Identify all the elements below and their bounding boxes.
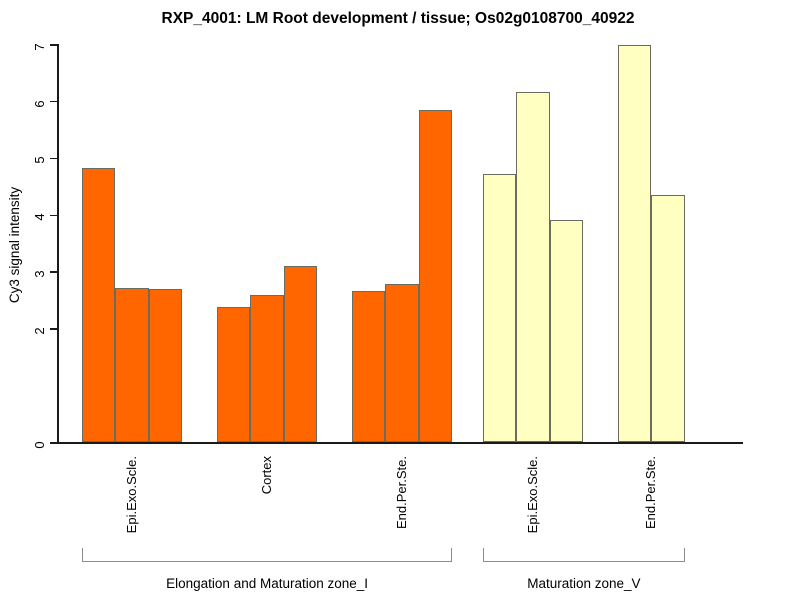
y-tick-label-text: 3 bbox=[32, 270, 47, 278]
zone-bracket bbox=[483, 548, 685, 562]
y-axis-title-text: Cy3 signal intensity bbox=[7, 186, 22, 304]
bar bbox=[549, 220, 584, 442]
y-axis-line bbox=[57, 44, 59, 442]
y-tick-label-text: 0 bbox=[32, 441, 47, 449]
zone-label: Elongation and Maturation zone_I bbox=[166, 576, 369, 591]
y-tick-mark bbox=[50, 44, 57, 46]
x-tissue-label-text: Epi.Exo.Scle. bbox=[524, 456, 540, 534]
y-tick-mark bbox=[50, 214, 57, 217]
y-tick-label-text: 5 bbox=[32, 156, 47, 165]
bar bbox=[352, 290, 386, 442]
y-tick-mark bbox=[50, 100, 57, 103]
y-tick-mark bbox=[50, 442, 57, 444]
bar bbox=[217, 306, 251, 442]
bar bbox=[385, 283, 419, 442]
bar bbox=[250, 294, 284, 442]
bar bbox=[483, 174, 517, 442]
x-axis-line bbox=[57, 442, 743, 444]
x-tissue-label-text: End.Per.Ste. bbox=[393, 456, 409, 529]
bar bbox=[418, 109, 453, 442]
chart-title: RXP_4001: LM Root development / tissue; … bbox=[161, 10, 635, 27]
y-tick-mark bbox=[50, 328, 57, 330]
y-tick-label-text: 6 bbox=[32, 99, 47, 108]
bar bbox=[651, 195, 685, 442]
y-tick-label-text: 4 bbox=[32, 213, 47, 221]
bar bbox=[283, 266, 318, 442]
x-tissue-label-text: End.Per.Ste. bbox=[642, 456, 658, 529]
bar bbox=[618, 44, 652, 442]
x-tissue-label-text: Cortex bbox=[258, 456, 274, 495]
y-tick-mark bbox=[50, 271, 57, 273]
zone-bracket bbox=[82, 548, 453, 562]
bar bbox=[82, 167, 116, 442]
bar bbox=[115, 288, 149, 442]
bar bbox=[148, 289, 183, 442]
y-tick-mark bbox=[50, 157, 57, 160]
x-tissue-label-text: Epi.Exo.Scle. bbox=[123, 456, 139, 534]
bar bbox=[516, 92, 550, 442]
zone-label: Maturation zone_V bbox=[527, 576, 641, 591]
y-tick-label-text: 2 bbox=[32, 327, 47, 335]
y-tick-label-text: 7 bbox=[32, 43, 47, 51]
